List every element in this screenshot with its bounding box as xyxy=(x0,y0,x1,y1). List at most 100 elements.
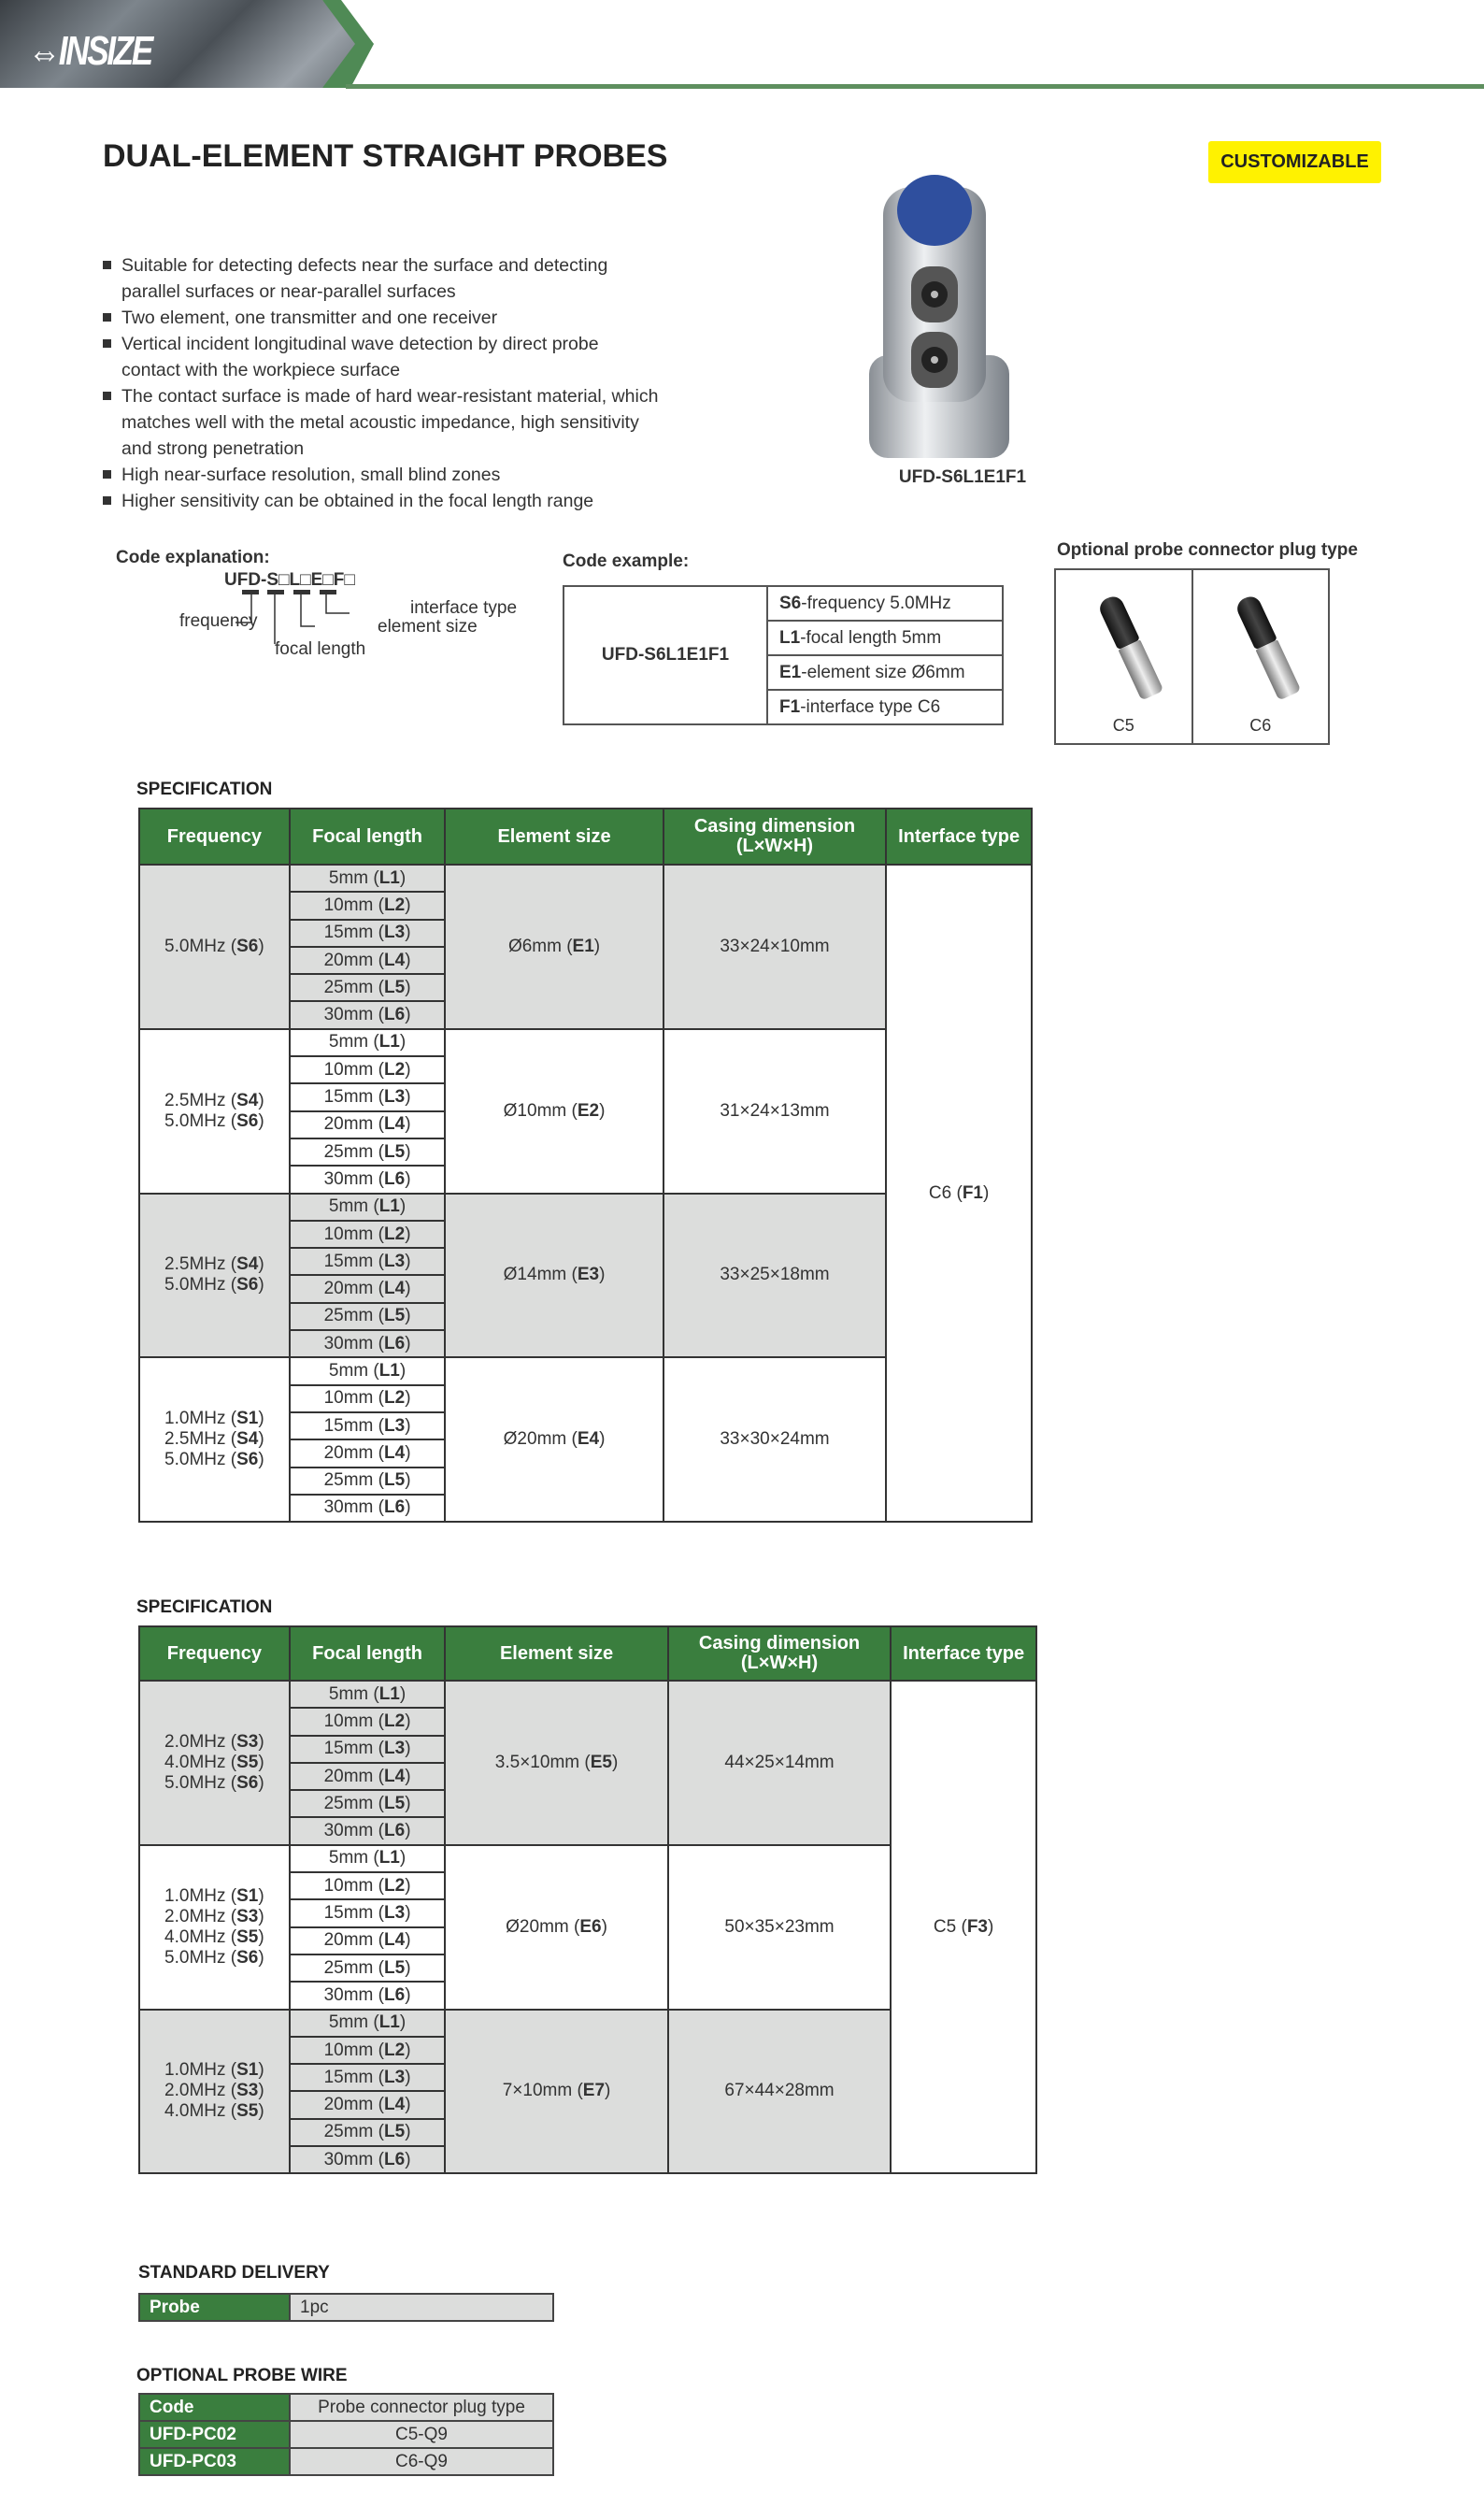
feature-item: Higher sensitivity can be obtained in th… xyxy=(101,488,662,514)
frequency-cell: 2.5MHz (S4) 5.0MHz (S6) xyxy=(138,1192,291,1359)
frequency-cell: 1.0MHz (S1) 2.0MHz (S3) 4.0MHz (S5) 5.0MHz … xyxy=(138,1843,291,2011)
focal-length-cell: 5mm (L1) xyxy=(288,1027,447,1058)
focal-length-cell: 25mm (L5) xyxy=(288,2117,447,2148)
focal-length-cell: 10mm (L2) xyxy=(288,1219,447,1250)
focal-length-cell: 15mm (L3) xyxy=(288,1082,447,1112)
table-row: UFD-PC02 C5-Q9 xyxy=(138,2420,554,2449)
table-row: 20mm (L4) xyxy=(139,945,1032,976)
focal-length-cell: 30mm (L6) xyxy=(288,1165,447,1195)
wire-code: UFD-PC02 xyxy=(138,2420,291,2449)
header-divider xyxy=(346,84,1484,89)
page-header: ⇔INSIZE xyxy=(0,0,1484,91)
table-row: 25mm (L5) xyxy=(139,1789,1036,1819)
table-row: 10mm (L2) xyxy=(139,1707,1036,1737)
focal-length-cell: 25mm (L5) xyxy=(288,1466,447,1496)
frequency-label: frequency xyxy=(179,611,258,631)
feature-item: The contact surface is made of hard wear… xyxy=(101,383,662,462)
table-row: 25mm (L5) xyxy=(139,1301,1032,1332)
col-focal-length: Focal length xyxy=(288,1625,447,1682)
element-size-cell: Ø14mm (E3) xyxy=(444,1192,664,1359)
focal-length-cell: 20mm (L4) xyxy=(288,945,447,976)
focal-length-cell: 15mm (L3) xyxy=(288,1410,447,1441)
focal-length-cell: 15mm (L3) xyxy=(288,918,447,948)
col-frequency: Frequency xyxy=(138,808,291,866)
table-row: 30mm (L6) xyxy=(139,1165,1032,1195)
focal-length-cell: 20mm (L4) xyxy=(288,2090,447,2120)
focal-length-cell: 30mm (L6) xyxy=(288,1493,447,1524)
header-row: Frequency Focal length Element size Casing … xyxy=(138,808,1033,866)
spec-title-2: SPECIFICATION xyxy=(136,1597,273,1617)
table-row: 10mm (L2) xyxy=(139,1219,1032,1250)
focal-length-cell: 10mm (L2) xyxy=(288,2035,447,2066)
table-row: 15mm (L3) xyxy=(139,2063,1036,2093)
part-code: F1 xyxy=(779,696,801,717)
table-row: 20mm (L4) xyxy=(139,1761,1036,1792)
table-row: 30mm (L6) xyxy=(139,1981,1036,2011)
table-row: 10mm (L2) xyxy=(139,891,1032,921)
focal-length-cell: 15mm (L3) xyxy=(288,2063,447,2093)
focal-length-cell: 25mm (L5) xyxy=(288,1137,447,1167)
focal-length-cell: 25mm (L5) xyxy=(288,1789,447,1819)
focal-length-cell: 20mm (L4) xyxy=(288,1439,447,1468)
table-row: 25mm (L5) xyxy=(139,973,1032,1003)
focal-length-cell: 20mm (L4) xyxy=(288,1761,447,1792)
table-row: 20mm (L4) xyxy=(139,1926,1036,1955)
wire-code: UFD-PC03 xyxy=(138,2447,291,2476)
feature-item: High near-surface resolution, small blin… xyxy=(101,462,662,488)
focal-length-cell: 30mm (L6) xyxy=(288,1816,447,1846)
example-part: F1-interface type C6 xyxy=(766,689,1004,725)
frequency-cell: 1.0MHz (S1) 2.5MHz (S4) 5.0MHz (S6) xyxy=(138,1356,291,1524)
table-row: 10mm (L2) xyxy=(139,2035,1036,2066)
table-row: L1-focal length 5mm xyxy=(564,620,1004,656)
part-desc: -focal length 5mm xyxy=(800,627,942,648)
connector-label: C6 xyxy=(1249,716,1272,735)
table-row: 25mm (L5) xyxy=(139,1466,1032,1496)
connector-title: Optional probe connector plug type xyxy=(1057,540,1358,560)
code-pattern: UFD-S□L□E□F□ xyxy=(224,570,355,590)
feature-list: Suitable for detecting defects near the … xyxy=(101,252,662,514)
code-example-table: UFD-S6L1E1F1 S6-frequency 5.0MHz L1-focal … xyxy=(563,585,1004,725)
casing-cell: 33×25×18mm xyxy=(662,1192,888,1359)
connector-plug-image xyxy=(1096,593,1165,706)
spec-table-1: Frequency Focal length Element size Casing … xyxy=(138,808,1033,1524)
focal-length-cell: 20mm (L4) xyxy=(288,1274,447,1304)
wire-col-code: Code xyxy=(138,2393,291,2422)
product-model-caption: UFD-S6L1E1F1 xyxy=(898,467,1027,487)
interface-type-cell: C5 (F3) xyxy=(890,1679,1037,2175)
table-row: 20mm (L4) xyxy=(139,1439,1032,1468)
focal-length-cell: 10mm (L2) xyxy=(288,891,447,921)
col-element-size: Element size xyxy=(444,808,664,866)
col-element-size: Element size xyxy=(444,1625,669,1682)
focal-length-cell: 15mm (L3) xyxy=(288,1734,447,1764)
wire-col-plug: Probe connector plug type xyxy=(289,2393,554,2422)
part-desc: -element size Ø6mm xyxy=(801,662,965,682)
table-row: 20mm (L4) xyxy=(139,2090,1036,2120)
header-banner-image xyxy=(0,0,374,88)
element-size-cell: Ø20mm (E4) xyxy=(444,1356,664,1524)
connector-plug-image xyxy=(1233,593,1303,706)
table-row: UFD-PC03 C6-Q9 xyxy=(138,2447,554,2476)
probe-product-image xyxy=(869,175,1009,458)
interface-type-cell: C6 (F1) xyxy=(885,863,1033,1524)
part-desc: -interface type C6 xyxy=(800,696,941,717)
table-row: F1-interface type C6 xyxy=(564,689,1004,725)
frequency-cell: 1.0MHz (S1) 2.0MHz (S3) 4.0MHz (S5) xyxy=(138,2008,291,2175)
table-row: 10mm (L2) xyxy=(139,1055,1032,1085)
focal-length-cell: 30mm (L6) xyxy=(288,1329,447,1359)
focal-length-cell: 25mm (L5) xyxy=(288,973,447,1003)
focal-length-cell: 30mm (L6) xyxy=(288,1000,447,1030)
optional-wire-title: OPTIONAL PROBE WIRE xyxy=(136,2366,348,2385)
table-row: 10mm (L2) xyxy=(139,1383,1032,1413)
table-row: 30mm (L6) xyxy=(139,2145,1036,2175)
wire-plug-type: C5-Q9 xyxy=(289,2420,554,2449)
focal-length-cell: 10mm (L2) xyxy=(288,1871,447,1901)
interface-type-label: interface type xyxy=(410,598,518,618)
code-leader-lines xyxy=(235,590,350,644)
focal-length-cell: 5mm (L1) xyxy=(288,1192,447,1222)
optional-wire-table: Code Probe connector plug type UFD-PC02 C5-… xyxy=(138,2393,554,2476)
insize-logo: ⇔INSIZE xyxy=(28,28,153,74)
table-row: 2.5MHz (S4) 5.0MHz (S6) 5mm (L1) Ø10mm (E2)… xyxy=(138,1027,1032,1195)
example-part: E1-element size Ø6mm xyxy=(766,654,1004,691)
focal-length-cell: 10mm (L2) xyxy=(288,1055,447,1085)
casing-cell: 44×25×14mm xyxy=(666,1680,892,1846)
